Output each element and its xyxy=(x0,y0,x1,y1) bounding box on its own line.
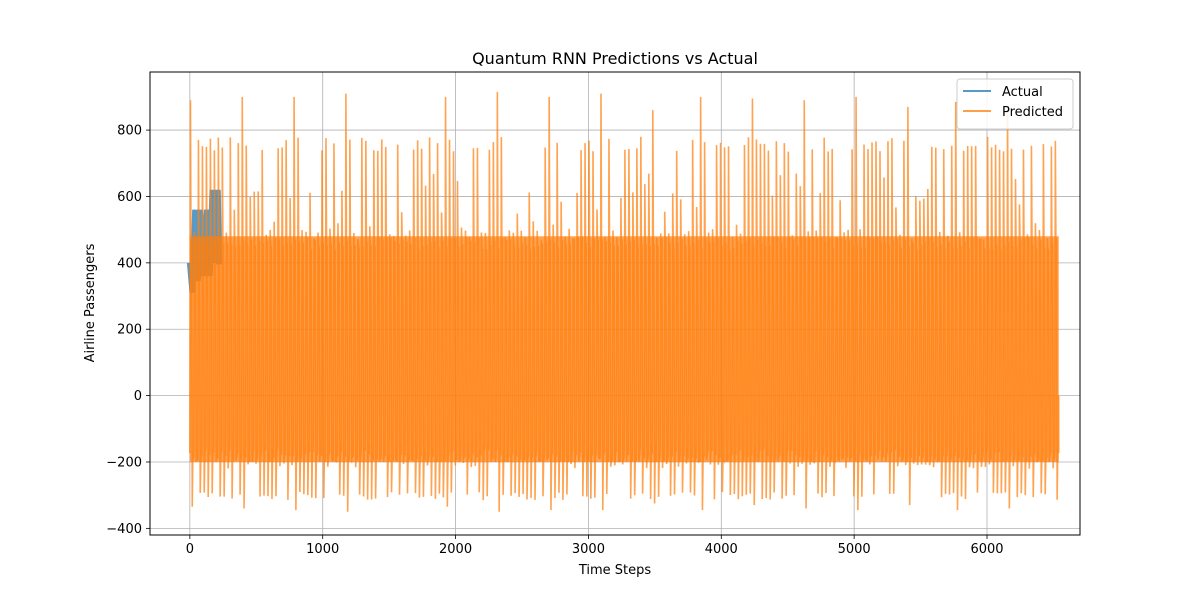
chart-title: Quantum RNN Predictions vs Actual xyxy=(472,49,758,68)
y-tick-label: 400 xyxy=(117,256,142,271)
x-tick-label: 6000 xyxy=(970,542,1003,557)
y-tick-label: −200 xyxy=(106,455,142,470)
y-axis-label: Airline Passengers xyxy=(83,243,98,362)
x-tick-label: 1000 xyxy=(306,542,339,557)
y-tick-label: −400 xyxy=(106,522,142,537)
y-tick-label: 800 xyxy=(117,124,142,139)
plot-frame xyxy=(149,71,1081,536)
series-band-predicted xyxy=(189,236,1059,462)
plot-data xyxy=(186,91,1060,512)
y-tick-label: 600 xyxy=(117,190,142,205)
axis-ticks: 0 1000 2000 3000 4000 5000 6000 −400 −200 0 200 400… xyxy=(106,124,1003,557)
y-tick-label: 200 xyxy=(117,323,142,338)
x-tick-label: 2000 xyxy=(439,542,472,557)
legend-label-predicted: Predicted xyxy=(1002,105,1063,120)
x-tick-label: 0 xyxy=(186,542,194,557)
legend-label-actual: Actual xyxy=(1002,85,1043,100)
x-tick-label: 3000 xyxy=(572,542,605,557)
legend: Actual Predicted xyxy=(956,78,1074,130)
x-tick-label: 5000 xyxy=(838,542,871,557)
y-tick-label: 0 xyxy=(134,389,142,404)
x-tick-label: 4000 xyxy=(705,542,738,557)
x-axis-label: Time Steps xyxy=(578,563,652,578)
